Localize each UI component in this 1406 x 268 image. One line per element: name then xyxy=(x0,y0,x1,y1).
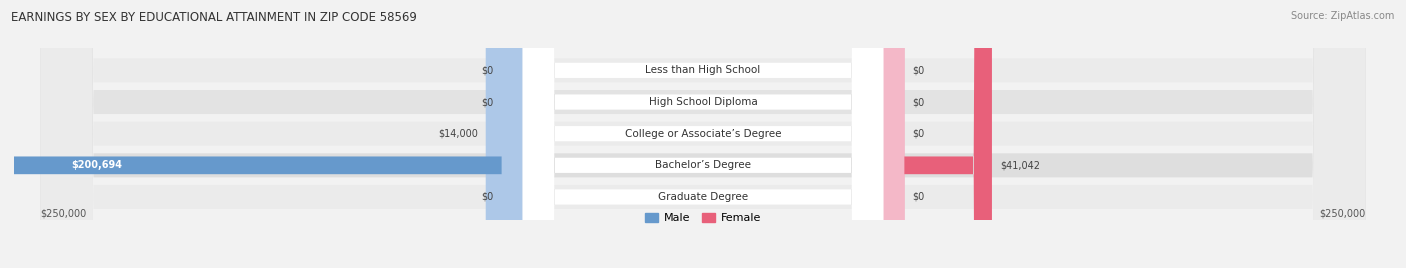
FancyBboxPatch shape xyxy=(41,0,1365,268)
FancyBboxPatch shape xyxy=(502,0,523,268)
FancyBboxPatch shape xyxy=(41,0,1365,268)
Text: $0: $0 xyxy=(912,97,925,107)
Text: $0: $0 xyxy=(912,129,925,139)
Text: $0: $0 xyxy=(912,65,925,75)
Text: $0: $0 xyxy=(481,65,494,75)
Text: Less than High School: Less than High School xyxy=(645,65,761,75)
FancyBboxPatch shape xyxy=(41,0,1365,268)
FancyBboxPatch shape xyxy=(41,0,1365,268)
FancyBboxPatch shape xyxy=(0,0,523,268)
Text: Bachelor’s Degree: Bachelor’s Degree xyxy=(655,160,751,170)
FancyBboxPatch shape xyxy=(523,0,883,268)
Text: EARNINGS BY SEX BY EDUCATIONAL ATTAINMENT IN ZIP CODE 58569: EARNINGS BY SEX BY EDUCATIONAL ATTAINMEN… xyxy=(11,11,418,24)
FancyBboxPatch shape xyxy=(502,0,523,268)
FancyBboxPatch shape xyxy=(883,0,904,268)
Text: Graduate Degree: Graduate Degree xyxy=(658,192,748,202)
FancyBboxPatch shape xyxy=(883,0,904,268)
FancyBboxPatch shape xyxy=(485,0,523,268)
Text: College or Associate’s Degree: College or Associate’s Degree xyxy=(624,129,782,139)
FancyBboxPatch shape xyxy=(883,0,904,268)
FancyBboxPatch shape xyxy=(883,0,993,268)
FancyBboxPatch shape xyxy=(502,0,523,268)
FancyBboxPatch shape xyxy=(523,0,883,268)
Text: $0: $0 xyxy=(481,192,494,202)
Text: $14,000: $14,000 xyxy=(437,129,478,139)
FancyBboxPatch shape xyxy=(523,0,883,268)
Legend: Male, Female: Male, Female xyxy=(641,209,765,228)
Text: High School Diploma: High School Diploma xyxy=(648,97,758,107)
Text: $0: $0 xyxy=(912,192,925,202)
Text: $0: $0 xyxy=(481,97,494,107)
FancyBboxPatch shape xyxy=(523,0,883,268)
Text: $250,000: $250,000 xyxy=(1319,209,1365,218)
Text: Source: ZipAtlas.com: Source: ZipAtlas.com xyxy=(1291,11,1395,21)
FancyBboxPatch shape xyxy=(41,0,1365,268)
Text: $41,042: $41,042 xyxy=(1000,160,1040,170)
Text: $250,000: $250,000 xyxy=(41,209,87,218)
Text: $200,694: $200,694 xyxy=(70,160,122,170)
FancyBboxPatch shape xyxy=(883,0,904,268)
FancyBboxPatch shape xyxy=(523,0,883,268)
